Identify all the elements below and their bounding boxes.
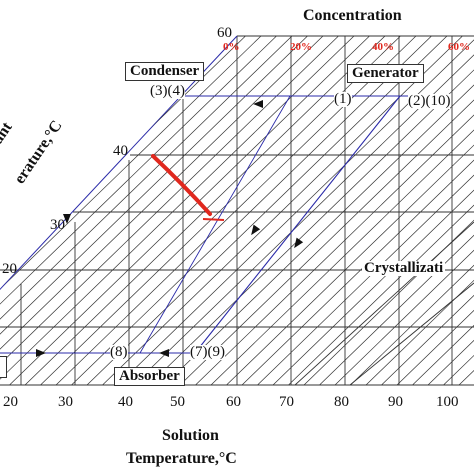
cycle-strong-solution-line <box>139 95 291 354</box>
concentration-line <box>9 36 370 385</box>
concentration-line <box>179 36 474 385</box>
generator-label: Generator <box>347 64 424 83</box>
ref-tick-60: 60 <box>217 25 232 41</box>
point-label-3-4: (3)(4) <box>150 83 185 99</box>
condenser-label: Condenser <box>125 62 205 81</box>
concentration-line <box>0 36 277 385</box>
point-label-2-10: (2)(10) <box>408 93 451 109</box>
point-label-1: (1) <box>334 91 352 107</box>
conc-label-20: 20% <box>290 41 312 53</box>
concentration-line <box>303 36 474 385</box>
concentration-line <box>0 36 231 385</box>
x-tick-90: 90 <box>388 394 403 410</box>
concentration-line <box>443 36 474 385</box>
concentration-line <box>40 36 401 385</box>
concentration-line <box>195 36 474 385</box>
highlight-red-curve <box>151 154 212 216</box>
conc-label-0: 0% <box>223 41 240 53</box>
concentration-line <box>350 36 474 385</box>
point-label-7-9: (7)(9) <box>190 344 225 360</box>
ref-tick-30: 30 <box>50 217 65 233</box>
cycle-lines <box>0 95 440 354</box>
concentration-line <box>71 36 432 385</box>
cut-off-box <box>0 356 7 378</box>
concentration-line <box>86 36 448 385</box>
x-tick-30: 30 <box>58 394 73 410</box>
flow-arrow-icon <box>36 349 46 357</box>
flow-arrow-icon <box>63 214 71 224</box>
highlight-red-tail <box>202 218 225 221</box>
concentration-line <box>257 36 474 385</box>
concentration-line <box>226 36 474 385</box>
concentration-line <box>0 36 355 385</box>
concentration-line <box>102 36 463 385</box>
highlight-curve <box>151 154 225 221</box>
crystallization-label: Crystallizati <box>362 260 446 276</box>
concentration-line <box>210 36 474 385</box>
concentration-line <box>272 36 474 385</box>
x-axis-title-1: Solution <box>162 427 219 444</box>
concentration-line-group <box>0 36 474 385</box>
concentration-line <box>0 36 293 385</box>
concentration-title: Concentration <box>303 7 402 24</box>
concentration-line <box>334 36 474 385</box>
x-tick-70: 70 <box>279 394 294 410</box>
x-tick-50: 50 <box>170 394 185 410</box>
concentration-line <box>55 36 417 385</box>
x-axis-title-2: Temperature,°C <box>126 450 237 467</box>
concentration-line <box>365 36 474 385</box>
concentration-line <box>319 36 474 385</box>
flow-arrow-icon <box>159 349 169 357</box>
concentration-line <box>412 36 474 385</box>
flow-arrow-icon <box>294 237 304 249</box>
concentration-line <box>0 36 308 385</box>
concentration-line <box>381 36 474 385</box>
concentration-line <box>0 36 324 385</box>
cycle-weak-solution-line <box>194 95 401 354</box>
concentration-line <box>288 36 474 385</box>
grid-lines <box>0 35 474 386</box>
x-tick-60: 60 <box>226 394 241 410</box>
concentration-lines <box>0 36 474 385</box>
concentration-line <box>0 36 339 385</box>
x-tick-20: 20 <box>3 394 18 410</box>
x-tick-80: 80 <box>334 394 349 410</box>
conc-label-40: 40% <box>372 41 394 53</box>
flow-arrow-icon <box>251 224 261 236</box>
x-tick-100: 100 <box>436 394 459 410</box>
flow-arrow-icon <box>253 100 263 108</box>
concentration-line <box>396 36 474 385</box>
absorber-label: Absorber <box>114 367 185 386</box>
flow-arrows <box>36 100 304 357</box>
concentration-line <box>0 36 262 385</box>
point-label-8: (8) <box>110 344 128 360</box>
ref-tick-20: 20 <box>2 261 17 277</box>
ref-tick-40: 40 <box>113 143 128 159</box>
concentration-line <box>241 36 474 385</box>
x-tick-40: 40 <box>118 394 133 410</box>
conc-label-60: 60% <box>448 41 470 53</box>
concentration-line <box>164 36 474 385</box>
